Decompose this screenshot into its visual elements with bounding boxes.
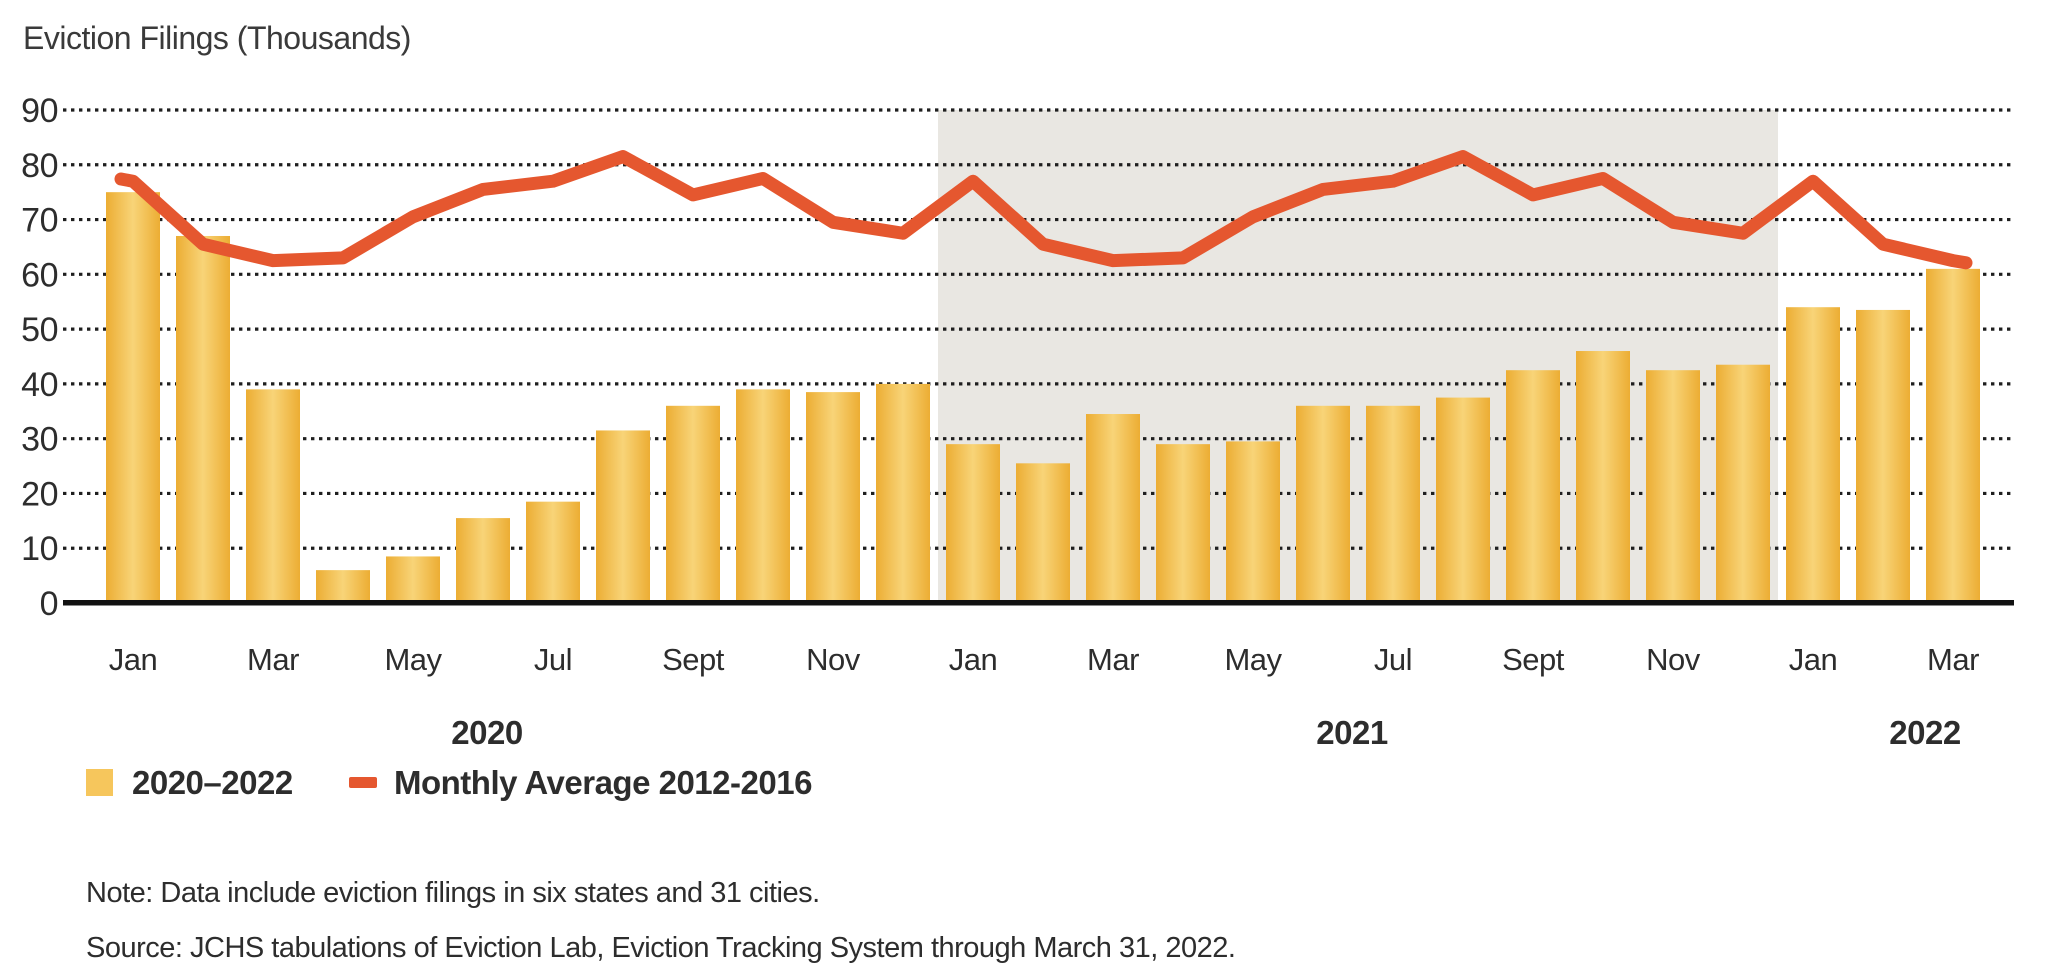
y-axis-tick-label: 0: [40, 585, 58, 623]
chart-source: Source: JCHS tabulations of Eviction Lab…: [86, 932, 1235, 964]
bar-mar-2022: [1926, 268, 1980, 603]
bar-jul-2020: [526, 501, 580, 603]
x-axis-line: [63, 600, 2014, 606]
bar-oct-2020: [736, 389, 790, 603]
x-axis-month-label: Jul: [1374, 642, 1412, 677]
bar-mar-2020: [246, 389, 300, 603]
y-axis-tick-label: 40: [21, 366, 58, 404]
bar-jun-2020: [456, 518, 510, 603]
legend-bar-label: 2020–2022: [132, 764, 293, 801]
bar-feb-2022: [1856, 309, 1910, 603]
bar-dec-2020: [876, 383, 930, 603]
legend-line-swatch: [349, 777, 377, 788]
bar-sep-2021: [1506, 370, 1560, 603]
y-axis-tick-label: 10: [21, 530, 58, 568]
plot-area: 0 10 20 30 40 50 60 70 80 90 Jan Mar May Jul Sept Nov Ja…: [21, 92, 2014, 751]
bar-jan-2020: [106, 192, 160, 603]
chart-legend: 2020–2022 Monthly Average 2012-2016: [86, 764, 813, 801]
bar-nov-2020: [806, 392, 860, 603]
y-axis-tick-label: 60: [21, 256, 58, 294]
x-axis-month-label: Sept: [1502, 642, 1565, 677]
y-axis-tick-label: 80: [21, 147, 58, 185]
y-axis-tick-label: 70: [21, 202, 58, 240]
bar-mar-2021: [1086, 414, 1140, 603]
legend-bar-swatch: [86, 769, 113, 796]
bar-oct-2021: [1576, 351, 1630, 603]
y-axis-tick-label: 90: [21, 92, 58, 130]
bar-jan-2022: [1786, 307, 1840, 603]
y-axis-tick-label: 50: [21, 311, 58, 349]
bar-may-2021: [1226, 441, 1280, 603]
x-axis-month-label: Jan: [109, 642, 157, 677]
x-axis-month-label: May: [1224, 642, 1282, 677]
x-axis-month-label: May: [384, 642, 442, 677]
x-axis-month-label: Mar: [247, 642, 299, 677]
x-axis-month-label: Mar: [1927, 642, 1979, 677]
x-axis-month-label: Nov: [1646, 642, 1701, 677]
chart-note: Note: Data include eviction filings in s…: [86, 877, 820, 909]
bar-aug-2020: [596, 430, 650, 603]
bar-apr-2021: [1156, 444, 1210, 603]
bar-aug-2021: [1436, 397, 1490, 603]
legend-line-label: Monthly Average 2012-2016: [394, 764, 812, 801]
x-axis-month-label: Nov: [806, 642, 861, 677]
x-axis-month-label: Sept: [662, 642, 725, 677]
year-label-2022: 2022: [1889, 714, 1961, 751]
bar-sep-2020: [666, 405, 720, 603]
bar-dec-2021: [1716, 364, 1770, 603]
bar-feb-2021: [1016, 463, 1070, 603]
x-axis-month-label: Jan: [1789, 642, 1837, 677]
bar-feb-2020: [176, 235, 230, 603]
year-label-2021: 2021: [1316, 714, 1388, 751]
x-axis-month-label: Mar: [1087, 642, 1139, 677]
x-axis-month-label: Jan: [949, 642, 997, 677]
monthly-average-line: [114, 150, 1973, 270]
bar-nov-2021: [1646, 370, 1700, 603]
chart-title: Eviction Filings (Thousands): [23, 20, 411, 56]
bar-jan-2021: [946, 444, 1000, 603]
x-axis-month-label: Jul: [534, 642, 572, 677]
bar-jun-2021: [1296, 405, 1350, 603]
bar-apr-2020: [316, 570, 370, 603]
y-axis-tick-label: 30: [21, 421, 58, 459]
year-label-2020: 2020: [451, 714, 522, 751]
bar-jul-2021: [1366, 405, 1420, 603]
bar-may-2020: [386, 556, 440, 603]
y-axis-tick-label: 20: [21, 475, 58, 513]
